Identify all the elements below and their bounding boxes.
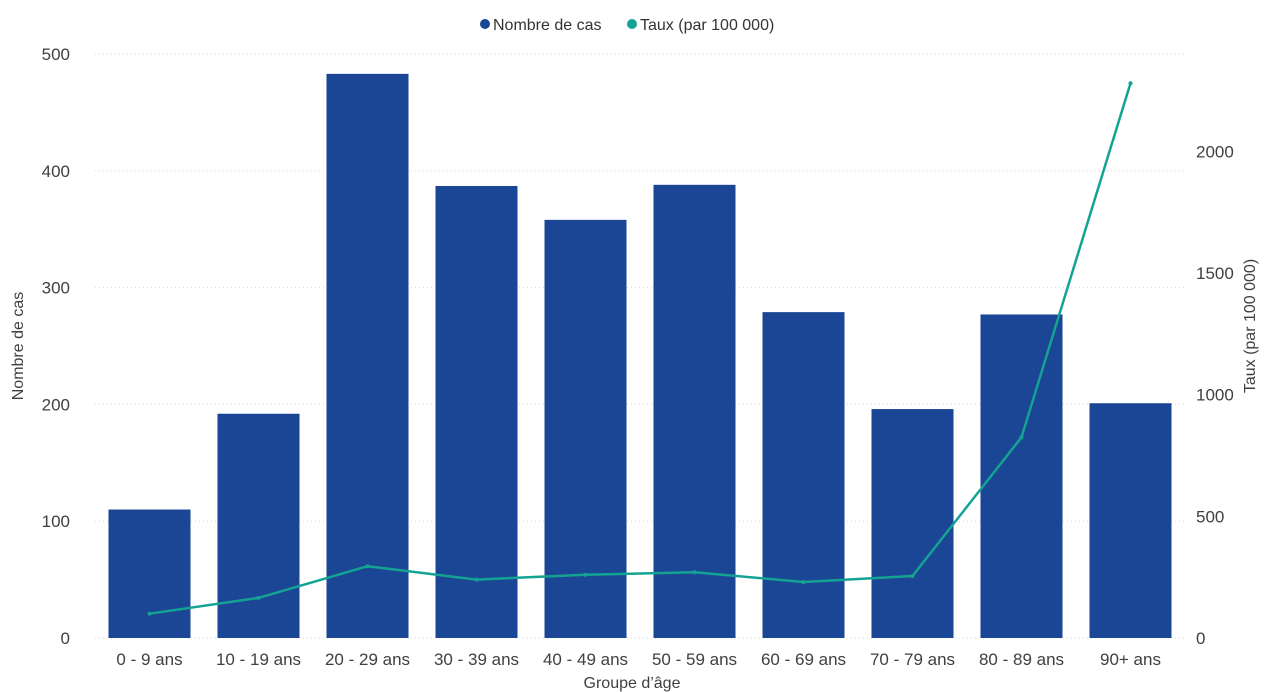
y-right-tick-label: 500 bbox=[1196, 507, 1224, 526]
x-tick-label: 80 - 89 ans bbox=[979, 650, 1064, 669]
bar-7[interactable] bbox=[762, 312, 845, 638]
x-tick-label: 50 - 59 ans bbox=[652, 650, 737, 669]
y-right-tick-label: 1500 bbox=[1196, 264, 1234, 283]
bar-10[interactable] bbox=[1089, 403, 1172, 638]
bar-4[interactable] bbox=[435, 185, 518, 638]
taux-point-8[interactable] bbox=[910, 573, 915, 578]
taux-point-1[interactable] bbox=[147, 611, 152, 616]
x-tick-label: 10 - 19 ans bbox=[216, 650, 301, 669]
x-tick-label: 70 - 79 ans bbox=[870, 650, 955, 669]
bar-3[interactable] bbox=[326, 73, 409, 638]
taux-point-10[interactable] bbox=[1128, 81, 1133, 86]
taux-point-4[interactable] bbox=[474, 577, 479, 582]
x-tick-label: 0 - 9 ans bbox=[116, 650, 182, 669]
taux-point-2[interactable] bbox=[256, 595, 261, 600]
x-tick-label: 20 - 29 ans bbox=[325, 650, 410, 669]
y-right-tick-label: 2000 bbox=[1196, 142, 1234, 161]
bar-1[interactable] bbox=[108, 509, 191, 638]
y-left-tick-label: 300 bbox=[42, 279, 70, 298]
y-axis-right: 0 500 1000 1500 2000 bbox=[1196, 142, 1234, 648]
x-tick-label: 30 - 39 ans bbox=[434, 650, 519, 669]
legend-label-taux: Taux (par 100 000) bbox=[640, 17, 774, 34]
y-axis-left-title: Nombre de cas bbox=[10, 292, 27, 401]
y-left-tick-label: 0 bbox=[61, 629, 70, 648]
taux-point-7[interactable] bbox=[801, 580, 806, 585]
legend-label-nombre-de-cas: Nombre de cas bbox=[493, 17, 602, 34]
y-right-tick-label: 0 bbox=[1196, 629, 1205, 648]
bar-series-nombre-de-cas bbox=[108, 73, 1172, 639]
y-left-tick-label: 400 bbox=[42, 162, 70, 181]
taux-point-6[interactable] bbox=[692, 570, 697, 575]
taux-point-5[interactable] bbox=[583, 572, 588, 577]
x-axis-title: Groupe d’âge bbox=[584, 675, 681, 692]
bar-8[interactable] bbox=[871, 409, 954, 638]
legend: Nombre de cas Taux (par 100 000) bbox=[480, 17, 774, 34]
y-left-tick-label: 100 bbox=[42, 512, 70, 531]
x-tick-label: 90+ ans bbox=[1100, 650, 1161, 669]
x-tick-label: 60 - 69 ans bbox=[761, 650, 846, 669]
bar-2[interactable] bbox=[217, 413, 300, 638]
legend-marker-nombre-de-cas bbox=[480, 19, 490, 29]
taux-line[interactable] bbox=[149, 82, 1132, 615]
bar-5[interactable] bbox=[544, 219, 627, 638]
legend-marker-taux bbox=[627, 19, 637, 29]
taux-point-3[interactable] bbox=[365, 564, 370, 569]
y-axis-right-title: Taux (par 100 000) bbox=[1242, 259, 1259, 393]
y-axis-left: 0 100 200 300 400 500 bbox=[42, 45, 70, 648]
taux-point-9[interactable] bbox=[1019, 435, 1024, 440]
line-series-taux bbox=[147, 81, 1133, 616]
y-left-tick-label: 200 bbox=[42, 395, 70, 414]
bar-9[interactable] bbox=[980, 314, 1063, 638]
x-axis: 0 - 9 ans 10 - 19 ans 20 - 29 ans 30 - 39 a… bbox=[116, 650, 1161, 669]
x-tick-label: 40 - 49 ans bbox=[543, 650, 628, 669]
bar-6[interactable] bbox=[653, 184, 736, 639]
y-left-tick-label: 500 bbox=[42, 45, 70, 64]
y-right-tick-label: 1000 bbox=[1196, 386, 1234, 405]
